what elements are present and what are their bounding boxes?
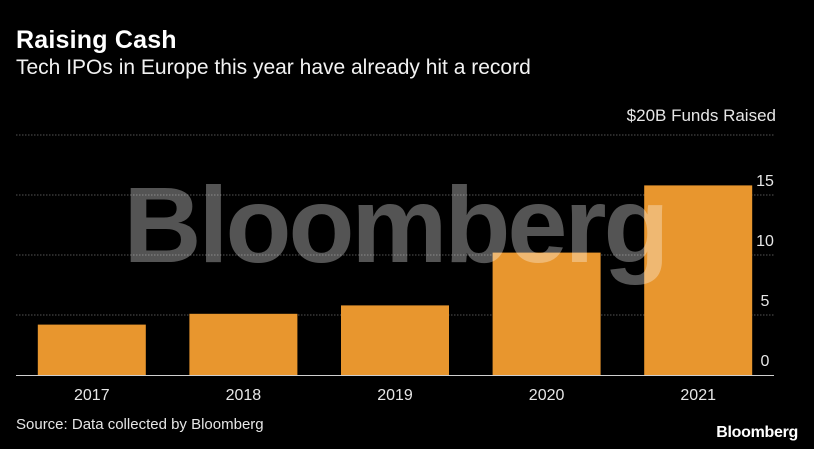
bloomberg-watermark: Bloomberg <box>123 164 666 285</box>
x-tick-label: 2017 <box>74 387 110 404</box>
bar-2018 <box>189 313 298 375</box>
chart-subtitle: Tech IPOs in Europe this year have alrea… <box>16 56 531 79</box>
y-tick-label: 5 <box>761 293 770 310</box>
bars <box>37 185 753 375</box>
bar-2021 <box>644 185 753 375</box>
axis-labels: 2017 2018 2019 2020 2021 0 5 10 15 <box>16 173 774 404</box>
y-tick-label: 15 <box>756 173 774 190</box>
x-tick-label: 2018 <box>226 387 262 404</box>
bar-2020 <box>492 252 601 375</box>
bar-2019 <box>341 305 449 375</box>
bloomberg-logo: Bloomberg <box>716 424 798 441</box>
bar-2017 <box>37 324 146 375</box>
chart-title: Raising Cash <box>16 26 177 54</box>
y-axis-label: $20B Funds Raised <box>626 106 776 125</box>
x-tick-label: 2020 <box>529 387 565 404</box>
y-tick-label: 0 <box>761 353 770 370</box>
x-tick-label: 2021 <box>680 387 716 404</box>
y-tick-label: 10 <box>756 233 774 250</box>
source-note: Source: Data collected by Bloomberg <box>16 416 264 433</box>
x-tick-label: 2019 <box>377 387 413 404</box>
